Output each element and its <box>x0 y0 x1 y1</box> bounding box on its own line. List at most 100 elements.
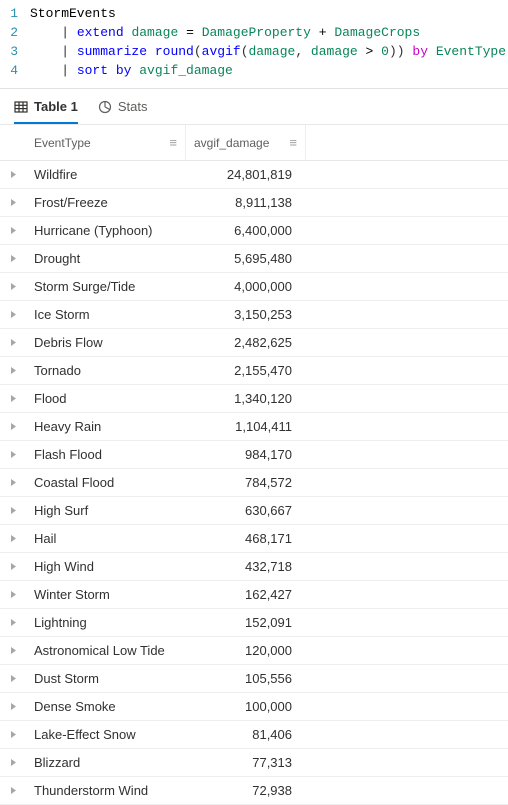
expand-row-icon[interactable] <box>0 310 26 319</box>
expand-row-icon[interactable] <box>0 338 26 347</box>
cell-avgif-damage: 2,155,470 <box>186 357 306 384</box>
code-token: DamageCrops <box>334 25 420 40</box>
column-header-eventtype[interactable]: EventType ≡ <box>26 125 186 160</box>
expand-row-icon[interactable] <box>0 450 26 459</box>
cell-eventtype: Dense Smoke <box>26 693 186 720</box>
code-token <box>428 44 436 59</box>
table-row[interactable]: Storm Surge/Tide4,000,000 <box>0 273 508 301</box>
tab-stats[interactable]: Stats <box>98 99 148 124</box>
table-row[interactable]: Dust Storm105,556 <box>0 665 508 693</box>
table-row[interactable]: Flood1,340,120 <box>0 385 508 413</box>
code-line[interactable]: 2 | extend damage = DamageProperty + Dam… <box>0 23 508 42</box>
expand-row-icon[interactable] <box>0 786 26 795</box>
table-row[interactable]: Ice Storm3,150,253 <box>0 301 508 329</box>
column-header-label: EventType <box>34 136 165 150</box>
cell-eventtype: Blizzard <box>26 749 186 776</box>
expand-row-icon[interactable] <box>0 170 26 179</box>
expand-row-icon[interactable] <box>0 226 26 235</box>
code-editor[interactable]: 1StormEvents2 | extend damage = DamagePr… <box>0 0 508 89</box>
expand-row-icon[interactable] <box>0 534 26 543</box>
expand-row-icon[interactable] <box>0 478 26 487</box>
table-row[interactable]: Heavy Rain1,104,411 <box>0 413 508 441</box>
expand-row-icon[interactable] <box>0 254 26 263</box>
column-header-avgif-damage[interactable]: avgif_damage ≡ <box>186 125 306 160</box>
expand-row-icon[interactable] <box>0 282 26 291</box>
code-token <box>373 44 381 59</box>
cell-avgif-damage: 5,695,480 <box>186 245 306 272</box>
expand-row-icon[interactable] <box>0 702 26 711</box>
expand-row-icon[interactable] <box>0 758 26 767</box>
expand-row-icon[interactable] <box>0 506 26 515</box>
table-row[interactable]: Winter Storm162,427 <box>0 581 508 609</box>
cell-avgif-damage: 432,718 <box>186 553 306 580</box>
column-menu-icon[interactable]: ≡ <box>289 135 297 150</box>
code-line[interactable]: 1StormEvents <box>0 4 508 23</box>
expand-row-icon[interactable] <box>0 618 26 627</box>
cell-eventtype: Storm Surge/Tide <box>26 273 186 300</box>
table-row[interactable]: Flash Flood984,170 <box>0 441 508 469</box>
code-token: | <box>30 44 77 59</box>
code-token: by <box>412 44 428 59</box>
table-row[interactable]: Coastal Flood784,572 <box>0 469 508 497</box>
cell-eventtype: Flood <box>26 385 186 412</box>
cell-avgif-damage: 100,000 <box>186 693 306 720</box>
table-row[interactable]: Hail468,171 <box>0 525 508 553</box>
expand-row-icon[interactable] <box>0 198 26 207</box>
cell-eventtype: Winter Storm <box>26 581 186 608</box>
cell-avgif-damage: 1,340,120 <box>186 385 306 412</box>
table-row[interactable]: Drought5,695,480 <box>0 245 508 273</box>
expand-row-icon[interactable] <box>0 590 26 599</box>
column-menu-icon[interactable]: ≡ <box>169 135 177 150</box>
cell-avgif-damage: 984,170 <box>186 441 306 468</box>
line-number: 2 <box>0 23 30 42</box>
expand-row-icon[interactable] <box>0 674 26 683</box>
table-row[interactable]: Frost/Freeze8,911,138 <box>0 189 508 217</box>
cell-eventtype: High Surf <box>26 497 186 524</box>
cell-eventtype: Wildfire <box>26 161 186 188</box>
tab-table-label: Table 1 <box>34 99 78 114</box>
table-row[interactable]: Tornado2,155,470 <box>0 357 508 385</box>
code-token: avgif <box>202 44 241 59</box>
table-row[interactable]: Wildfire24,801,819 <box>0 161 508 189</box>
code-token: sort by <box>77 63 132 78</box>
code-content[interactable]: StormEvents <box>30 4 508 23</box>
cell-eventtype: Lake-Effect Snow <box>26 721 186 748</box>
cell-eventtype: Hurricane (Typhoon) <box>26 217 186 244</box>
code-token: , <box>295 44 311 59</box>
expand-row-icon[interactable] <box>0 394 26 403</box>
table-icon <box>14 100 28 114</box>
tab-table[interactable]: Table 1 <box>14 99 78 124</box>
cell-avgif-damage: 4,000,000 <box>186 273 306 300</box>
table-row[interactable]: Lake-Effect Snow81,406 <box>0 721 508 749</box>
table-row[interactable]: High Surf630,667 <box>0 497 508 525</box>
code-line[interactable]: 4 | sort by avgif_damage <box>0 61 508 80</box>
code-token: round <box>155 44 194 59</box>
code-token: DamageProperty <box>202 25 311 40</box>
table-row[interactable]: Lightning152,091 <box>0 609 508 637</box>
code-content[interactable]: | sort by avgif_damage <box>30 61 508 80</box>
table-row[interactable]: Hurricane (Typhoon)6,400,000 <box>0 217 508 245</box>
cell-avgif-damage: 152,091 <box>186 609 306 636</box>
table-row[interactable]: High Wind432,718 <box>0 553 508 581</box>
table-row[interactable]: Astronomical Low Tide120,000 <box>0 637 508 665</box>
cell-avgif-damage: 81,406 <box>186 721 306 748</box>
table-row[interactable]: Debris Flow2,482,625 <box>0 329 508 357</box>
code-content[interactable]: | extend damage = DamageProperty + Damag… <box>30 23 508 42</box>
expand-row-icon[interactable] <box>0 646 26 655</box>
cell-avgif-damage: 77,313 <box>186 749 306 776</box>
expand-row-icon[interactable] <box>0 562 26 571</box>
table-row[interactable]: Dense Smoke100,000 <box>0 693 508 721</box>
table-row[interactable]: Thunderstorm Wind72,938 <box>0 777 508 805</box>
line-number: 4 <box>0 61 30 80</box>
cell-avgif-damage: 2,482,625 <box>186 329 306 356</box>
expand-row-icon[interactable] <box>0 422 26 431</box>
code-token: damage <box>249 44 296 59</box>
expand-row-icon[interactable] <box>0 366 26 375</box>
code-token: + <box>319 25 327 40</box>
code-token: damage <box>311 44 358 59</box>
code-content[interactable]: | summarize round(avgif(damage, damage >… <box>30 42 508 61</box>
cell-eventtype: Tornado <box>26 357 186 384</box>
line-number: 3 <box>0 42 30 61</box>
code-line[interactable]: 3 | summarize round(avgif(damage, damage… <box>0 42 508 61</box>
table-row[interactable]: Blizzard77,313 <box>0 749 508 777</box>
